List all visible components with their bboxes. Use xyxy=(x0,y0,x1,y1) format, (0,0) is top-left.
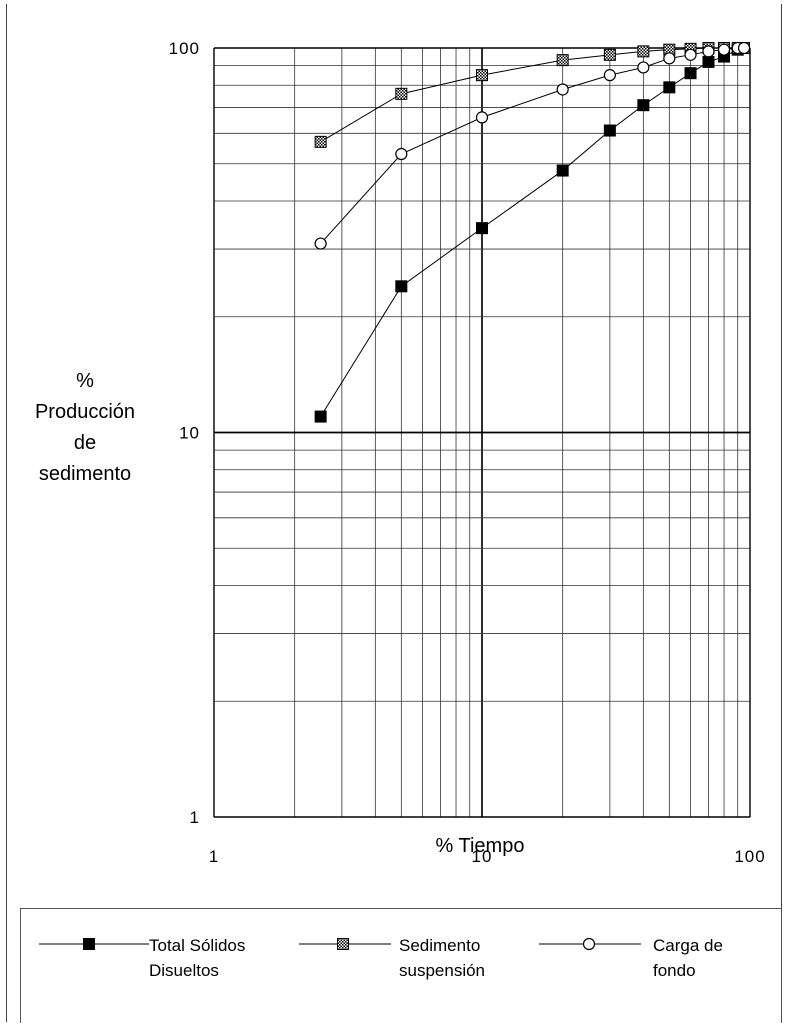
data-point-series-0 xyxy=(556,164,569,177)
legend-label-line: Disueltos xyxy=(149,961,219,980)
series-line-2 xyxy=(320,47,745,244)
legend-symbol xyxy=(39,938,149,950)
legend-label-line: Total Sólidos xyxy=(149,936,246,955)
y-axis-label: % Producción de sedimento xyxy=(0,366,170,490)
data-point-series-0 xyxy=(637,99,650,112)
data-point-series-2 xyxy=(603,69,616,82)
x-tick-label: 1 xyxy=(209,847,219,866)
legend-marker xyxy=(337,938,349,950)
y-axis-label-line: sedimento xyxy=(38,463,132,485)
data-point-series-2 xyxy=(556,83,569,96)
legend-marker xyxy=(582,937,596,951)
data-point-series-1 xyxy=(556,54,569,67)
legend-label-line: Sedimento xyxy=(399,936,481,955)
data-point-series-0 xyxy=(476,222,488,235)
data-point-series-1 xyxy=(476,69,488,82)
data-point-series-0 xyxy=(663,81,676,94)
data-point-series-2 xyxy=(737,41,751,55)
legend-label: Carga de fondo xyxy=(653,933,723,983)
y-axis-label-line: % xyxy=(76,370,94,392)
legend-item-0: Total Sólidos Disueltos xyxy=(21,909,781,1023)
chart-frame xyxy=(6,4,782,1022)
legend-symbol xyxy=(299,938,391,950)
legend-label-line: Carga de xyxy=(653,936,723,955)
legend-symbol xyxy=(539,937,641,951)
data-point-series-2 xyxy=(702,45,715,58)
data-point-series-1 xyxy=(395,87,408,100)
chart-svg: 1 10 100 1 10 100 xyxy=(169,39,765,866)
data-point-series-0 xyxy=(395,280,408,293)
y-tick-label: 100 xyxy=(169,39,200,58)
data-point-series-0 xyxy=(702,55,715,68)
series-line-1 xyxy=(320,47,745,143)
grid-lines xyxy=(213,47,751,818)
legend-label: Sedimento suspensión xyxy=(399,933,485,983)
legend-marker xyxy=(83,938,95,950)
data-point-series-1 xyxy=(603,48,616,61)
x-tick-label: 10 xyxy=(472,847,493,866)
data-point-series-2 xyxy=(717,43,731,56)
x-tick-label: 100 xyxy=(734,847,765,866)
x-axis-label: % Tiempo xyxy=(435,835,525,857)
series-markers xyxy=(314,41,751,423)
tick-labels: 1 10 100 1 10 100 xyxy=(169,39,765,866)
legend-label-line: fondo xyxy=(653,961,696,980)
data-point-series-2 xyxy=(395,147,408,161)
data-point-series-0 xyxy=(314,410,327,423)
series-lines xyxy=(320,47,745,417)
y-tick-label: 10 xyxy=(179,424,200,443)
legend: Total Sólidos Disueltos Sedimento suspensió… xyxy=(20,908,782,1023)
legend-label: Total Sólidos Disueltos xyxy=(149,933,245,983)
legend-item-2: Carga de fondo xyxy=(21,909,781,1023)
legend-item-1: Sedimento suspensión xyxy=(21,909,781,1023)
data-point-series-2 xyxy=(314,237,327,250)
data-point-series-2 xyxy=(475,111,489,124)
data-point-series-1 xyxy=(637,45,650,58)
data-point-series-2 xyxy=(663,52,676,65)
y-axis-label-line: Producción xyxy=(34,401,136,423)
y-tick-label: 1 xyxy=(190,808,200,827)
data-point-series-0 xyxy=(684,67,697,80)
data-point-series-2 xyxy=(684,48,697,61)
data-point-series-2 xyxy=(637,61,650,74)
series-line-0 xyxy=(320,47,745,417)
data-point-series-1 xyxy=(314,135,327,148)
y-axis-label-line: de xyxy=(73,432,97,454)
legend-label-line: suspensión xyxy=(399,961,486,980)
data-point-series-0 xyxy=(603,124,616,137)
